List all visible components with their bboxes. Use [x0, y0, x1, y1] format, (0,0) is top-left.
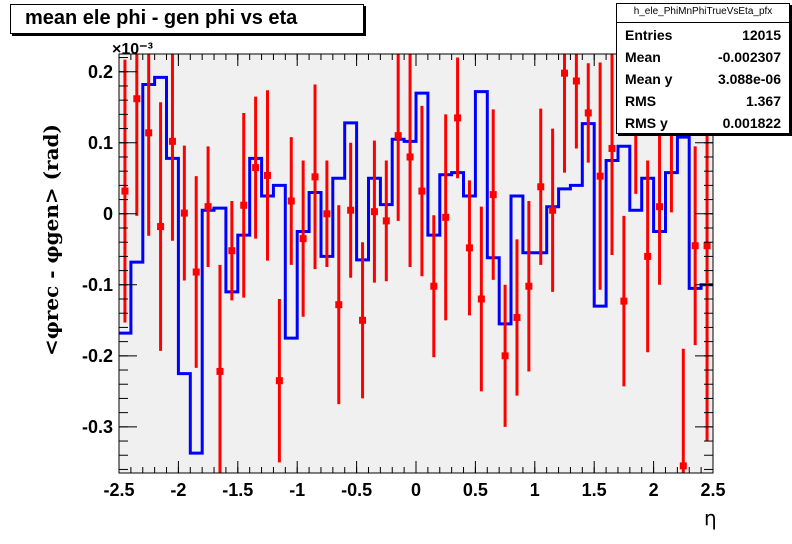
error-bar-layer — [121, 54, 711, 473]
data-point — [157, 223, 165, 231]
data-point — [549, 206, 557, 214]
data-point — [168, 137, 176, 145]
data-point — [454, 114, 462, 122]
data-point — [228, 247, 236, 255]
data-point — [121, 187, 129, 195]
data-point — [299, 235, 307, 243]
data-point — [382, 217, 390, 225]
y-axis-exponent: ×10⁻³ — [112, 41, 153, 58]
data-point — [537, 183, 545, 191]
x-tick-label: -1.5 — [222, 480, 253, 500]
data-point — [442, 213, 450, 221]
step-line — [119, 75, 713, 455]
histogram-name: h_ele_PhiMnPhiTrueVsEta_pfx — [633, 6, 773, 17]
x-tick-label: -2 — [170, 480, 186, 500]
data-point — [644, 252, 652, 260]
data-point — [430, 282, 438, 290]
data-point — [572, 77, 580, 85]
data-point — [192, 268, 200, 276]
y-tick-label: 0 — [103, 204, 113, 224]
y-tick-label: -0.1 — [82, 275, 113, 295]
data-point — [347, 206, 355, 214]
data-point — [240, 201, 248, 209]
data-point — [513, 313, 521, 321]
y-tick-label: 0.2 — [88, 62, 113, 82]
data-point — [311, 173, 319, 181]
data-point — [489, 191, 497, 199]
y-axis: -0.3 -0.2 -0.1 0 0.1 0.2 — [82, 57, 713, 470]
x-tick-label: -2.5 — [103, 480, 134, 500]
x-tick-label: 2.5 — [700, 480, 725, 500]
x-axis-label: η — [704, 506, 717, 530]
stats-divider — [617, 22, 789, 23]
data-point — [418, 187, 426, 195]
data-point — [501, 352, 509, 360]
chart-title: mean ele phi - gen phi vs eta — [25, 7, 298, 29]
x-tick-label: 0.5 — [463, 480, 488, 500]
stats-box: h_ele_PhiMnPhiTrueVsEta_pfx Entries 12015… — [616, 3, 790, 134]
data-point — [359, 316, 367, 324]
data-point — [584, 109, 592, 117]
y-tick-label: -0.2 — [82, 346, 113, 366]
x-tick-label: 0 — [411, 480, 421, 500]
data-point — [691, 242, 699, 250]
data-point — [477, 295, 485, 303]
y-axis-label: <φrec - φgen> (rad) — [39, 124, 63, 356]
data-point — [525, 282, 533, 290]
data-point — [596, 172, 604, 180]
data-point — [465, 244, 473, 252]
data-point — [216, 367, 224, 375]
data-point — [145, 129, 153, 137]
data-point — [656, 203, 664, 211]
x-tick-label: -1 — [289, 480, 305, 500]
x-tick-label: 1.5 — [582, 480, 607, 500]
data-point — [620, 297, 628, 305]
y-tick-label: 0.1 — [88, 133, 113, 153]
x-tick-label: 1 — [530, 480, 540, 500]
data-point — [252, 164, 260, 172]
data-point — [394, 132, 402, 140]
data-point — [323, 210, 331, 218]
data-point — [133, 95, 141, 103]
data-point — [608, 144, 616, 152]
data-point — [561, 69, 568, 77]
data-point — [287, 197, 295, 205]
profile-step-line — [119, 75, 713, 455]
y-tick-label: -0.3 — [82, 417, 113, 437]
data-point — [204, 203, 212, 211]
data-point — [180, 209, 188, 217]
data-point — [275, 377, 283, 385]
data-point — [703, 242, 711, 250]
x-tick-label: 2 — [649, 480, 659, 500]
x-axis: -2.5 -2 -1.5 -1 -0.5 0 0.5 1 1.5 2 2.5 — [103, 54, 726, 500]
chart-title-box: mean ele phi - gen phi vs eta — [10, 4, 364, 34]
data-point — [335, 301, 343, 309]
data-point — [264, 171, 271, 179]
x-tick-label: -0.5 — [341, 480, 372, 500]
data-point — [679, 462, 687, 470]
data-point — [370, 208, 378, 216]
data-point — [406, 153, 414, 161]
